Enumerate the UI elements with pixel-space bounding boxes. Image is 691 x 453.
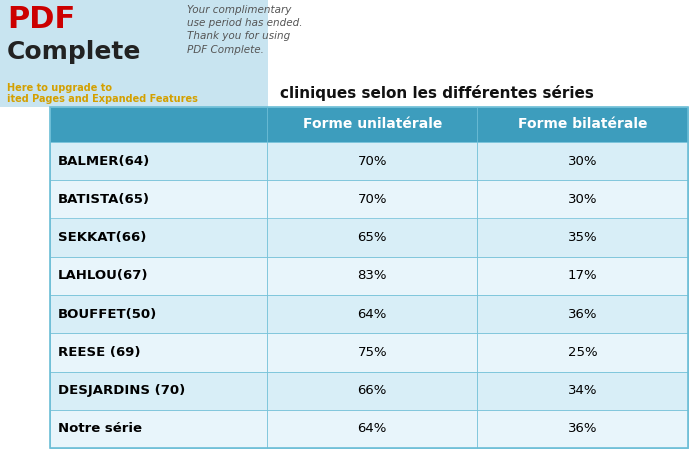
Text: BOUFFET(50): BOUFFET(50) <box>58 308 158 321</box>
Text: 35%: 35% <box>568 231 598 244</box>
Text: DESJARDINS (70): DESJARDINS (70) <box>58 384 185 397</box>
Text: 34%: 34% <box>568 384 598 397</box>
Text: 30%: 30% <box>568 193 598 206</box>
Text: REESE (69): REESE (69) <box>58 346 140 359</box>
Bar <box>267 257 477 295</box>
Bar <box>0 0 268 107</box>
Bar <box>477 107 688 142</box>
Text: Complete: Complete <box>7 40 141 64</box>
Text: 83%: 83% <box>357 270 387 282</box>
Text: 65%: 65% <box>357 231 387 244</box>
Text: Forme unilatérale: Forme unilatérale <box>303 117 442 131</box>
Text: cliniques selon les différentes séries: cliniques selon les différentes séries <box>280 85 594 101</box>
Bar <box>267 142 477 180</box>
Bar <box>477 333 688 371</box>
Bar <box>267 333 477 371</box>
Text: 64%: 64% <box>357 422 387 435</box>
Bar <box>50 295 267 333</box>
Text: Here to upgrade to: Here to upgrade to <box>7 83 112 93</box>
Text: BALMER(64): BALMER(64) <box>58 154 150 168</box>
Bar <box>477 218 688 257</box>
Text: BATISTA(65): BATISTA(65) <box>58 193 150 206</box>
Bar <box>267 410 477 448</box>
Text: LAHLOU(67): LAHLOU(67) <box>58 270 149 282</box>
Bar <box>50 107 688 448</box>
Text: 25%: 25% <box>568 346 598 359</box>
Bar <box>50 142 267 180</box>
Text: 17%: 17% <box>568 270 598 282</box>
Text: Forme bilatérale: Forme bilatérale <box>518 117 647 131</box>
Bar <box>477 410 688 448</box>
Text: 70%: 70% <box>357 193 387 206</box>
Text: PDF: PDF <box>7 5 75 34</box>
Bar <box>50 371 267 410</box>
Text: 66%: 66% <box>357 384 387 397</box>
Bar <box>267 218 477 257</box>
Bar <box>477 180 688 218</box>
Bar <box>477 142 688 180</box>
Bar <box>50 180 267 218</box>
Bar <box>267 180 477 218</box>
Text: 70%: 70% <box>357 154 387 168</box>
Bar <box>267 371 477 410</box>
Bar <box>267 107 477 142</box>
Text: 64%: 64% <box>357 308 387 321</box>
Bar <box>477 371 688 410</box>
Bar <box>267 295 477 333</box>
Bar <box>50 218 267 257</box>
Bar <box>477 295 688 333</box>
Bar <box>50 410 267 448</box>
Bar <box>50 257 267 295</box>
Text: 30%: 30% <box>568 154 598 168</box>
Bar <box>50 107 267 142</box>
Text: Your complimentary
use period has ended.
Thank you for using
PDF Complete.: Your complimentary use period has ended.… <box>187 5 302 55</box>
Text: 36%: 36% <box>568 422 598 435</box>
Text: 36%: 36% <box>568 308 598 321</box>
Text: Notre série: Notre série <box>58 422 142 435</box>
Bar <box>50 333 267 371</box>
Bar <box>477 257 688 295</box>
Text: 75%: 75% <box>357 346 387 359</box>
Text: SEKKAT(66): SEKKAT(66) <box>58 231 146 244</box>
Text: ited Pages and Expanded Features: ited Pages and Expanded Features <box>7 94 198 104</box>
